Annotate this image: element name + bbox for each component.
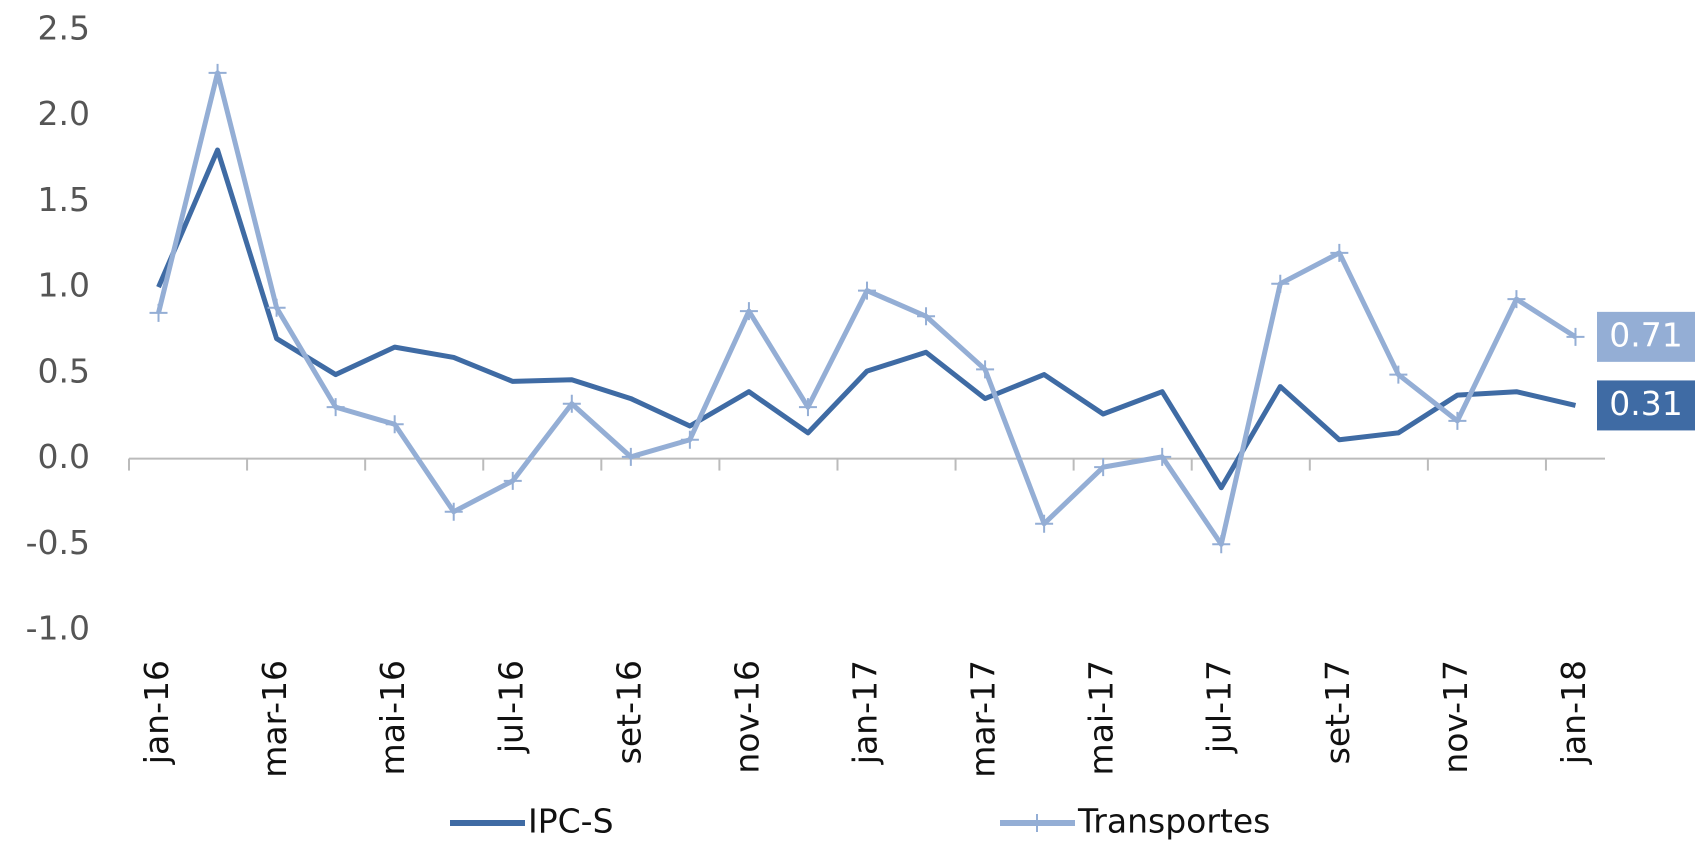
point-marker [1566, 327, 1585, 346]
point-marker [149, 303, 168, 322]
point-marker [1507, 290, 1526, 309]
y-tick-label: 1.0 [38, 266, 90, 305]
point-marker [739, 302, 758, 321]
point-marker [917, 307, 936, 326]
point-marker [208, 63, 227, 82]
x-tick-label: mai-16 [373, 660, 412, 775]
y-tick-label: 0.5 [38, 351, 90, 390]
point-marker [621, 447, 640, 466]
point-marker [1448, 411, 1467, 430]
point-marker [503, 471, 522, 490]
x-tick-label: mar-16 [255, 660, 294, 778]
x-tick-label: mai-17 [1082, 660, 1121, 775]
end-label: 0.31 [1609, 384, 1682, 423]
x-tick-label: jul-17 [1200, 660, 1239, 754]
x-tick-label: nov-17 [1436, 660, 1475, 774]
point-marker [1094, 458, 1113, 477]
x-tick-label: jul-16 [491, 660, 530, 754]
end-label: 0.71 [1609, 315, 1682, 354]
point-marker [562, 394, 581, 413]
y-tick-label: -0.5 [26, 523, 90, 562]
point-marker [385, 415, 404, 434]
x-tick-label: set-16 [609, 660, 648, 764]
point-marker [680, 430, 699, 449]
point-marker [444, 502, 463, 521]
point-marker [1153, 447, 1172, 466]
legend-label: IPC-S [528, 802, 614, 841]
series-line [156, 147, 1577, 491]
point-marker [1330, 243, 1349, 262]
y-tick-label: 2.0 [38, 94, 90, 133]
point-marker [1035, 514, 1054, 533]
y-tick-label: -1.0 [26, 609, 90, 648]
point-marker [798, 398, 817, 417]
y-tick-label: 1.5 [38, 180, 90, 219]
x-tick-label: mar-17 [964, 660, 1003, 778]
point-marker [1271, 274, 1290, 293]
end-label-box [1597, 380, 1695, 431]
point-marker [1212, 535, 1231, 554]
legend-label: Transportes [1077, 802, 1270, 841]
point-marker [976, 360, 995, 379]
point-marker [1389, 365, 1408, 384]
end-label-box [1597, 311, 1695, 362]
y-tick-label: 2.5 [38, 9, 90, 48]
point-marker [858, 281, 876, 300]
x-tick-label: nov-16 [727, 660, 766, 774]
x-tick-label: jan-17 [846, 660, 885, 765]
point-marker [267, 298, 286, 317]
point-marker [326, 398, 345, 417]
x-tick-label: set-17 [1318, 660, 1357, 764]
y-tick-label: 0.0 [38, 437, 90, 476]
series-line [156, 70, 1577, 547]
x-tick-label: jan-18 [1554, 660, 1593, 765]
x-tick-label: jan-16 [137, 660, 176, 765]
